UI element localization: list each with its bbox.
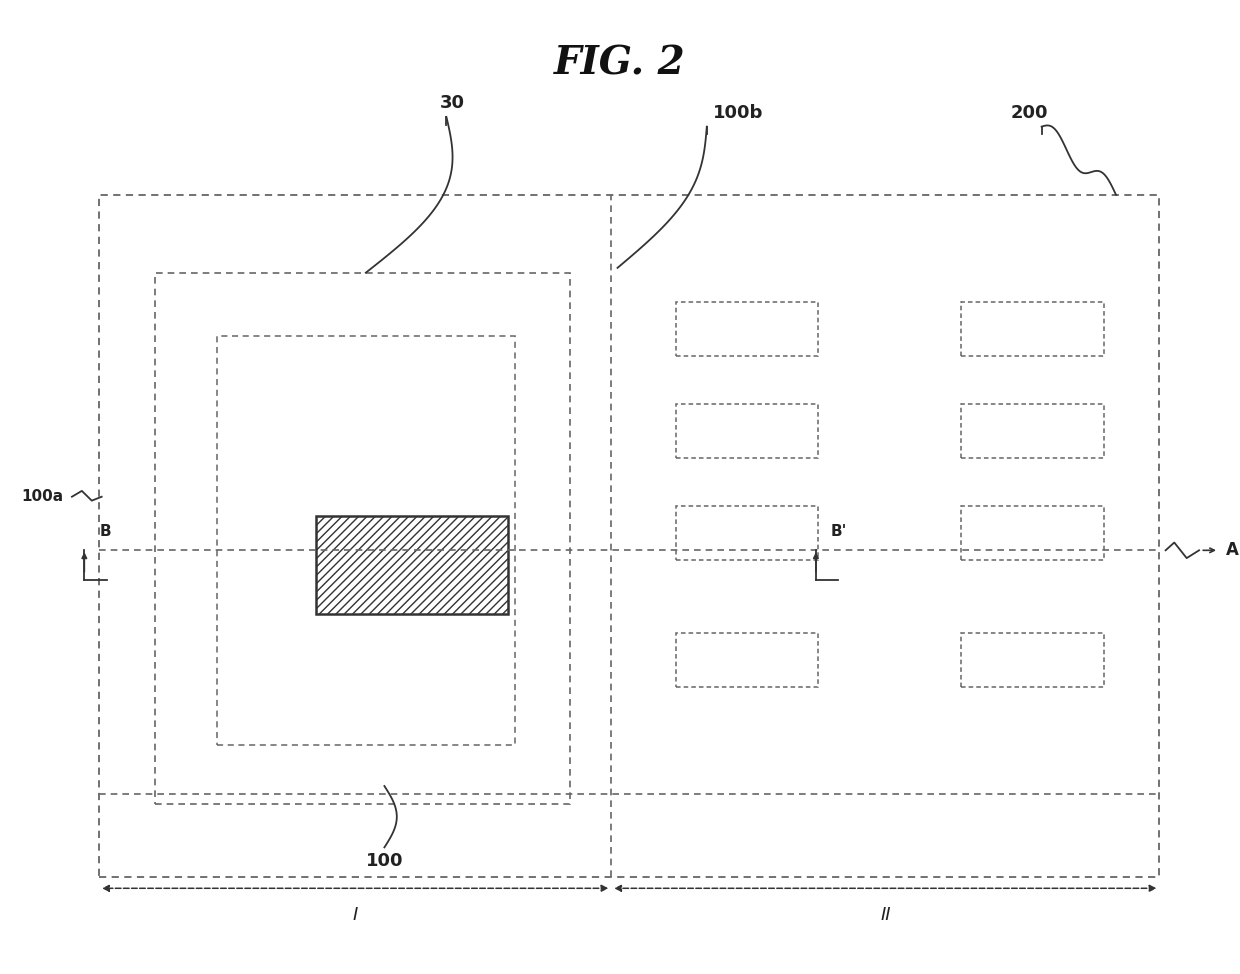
Bar [961, 404, 1104, 458]
Bar [217, 336, 515, 745]
Text: 100b: 100b [713, 104, 763, 122]
Text: II: II [880, 906, 890, 923]
Bar [676, 302, 818, 356]
Text: 30: 30 [440, 94, 465, 112]
Text: B': B' [831, 524, 847, 539]
Bar [961, 633, 1104, 687]
Bar [961, 506, 1104, 560]
Text: 200: 200 [1011, 104, 1048, 122]
Text: I: I [352, 906, 358, 923]
Bar [155, 273, 570, 804]
Text: FIG. 2: FIG. 2 [554, 44, 686, 83]
Bar [676, 404, 818, 458]
Text: 100a: 100a [21, 489, 63, 505]
Bar [99, 195, 1159, 877]
Bar [676, 633, 818, 687]
Text: A: A [1226, 542, 1239, 559]
Bar [316, 516, 508, 614]
Bar [676, 506, 818, 560]
Bar [961, 302, 1104, 356]
Text: B: B [99, 524, 110, 539]
Text: 100: 100 [366, 852, 403, 870]
